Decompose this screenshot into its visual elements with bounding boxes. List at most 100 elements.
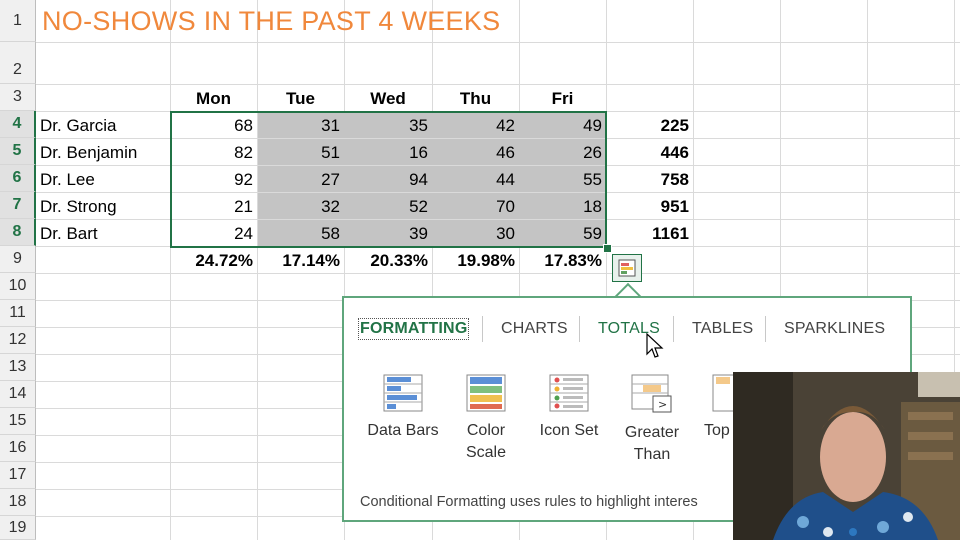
sheet-title[interactable]: NO-SHOWS IN THE PAST 4 WEEKS: [42, 6, 501, 36]
grid-line: [693, 0, 694, 540]
option-label: Top: [704, 422, 730, 439]
doctor-name-cell[interactable]: Dr. Garcia: [40, 115, 117, 135]
value-cell[interactable]: 24: [234, 223, 253, 243]
total-cell[interactable]: 225: [660, 115, 689, 135]
row-header[interactable]: 15: [0, 408, 36, 435]
day-header-cell[interactable]: Mon: [196, 88, 231, 108]
grid-line: [432, 0, 433, 540]
row-header[interactable]: 11: [0, 300, 36, 327]
value-cell[interactable]: 92: [234, 169, 253, 189]
tab-separator: [673, 316, 674, 342]
row-header[interactable]: 2: [0, 42, 36, 84]
total-cell[interactable]: 1161: [652, 223, 689, 243]
svg-text:>: >: [658, 398, 667, 411]
selection-shading: [258, 111, 606, 247]
grid-line: [36, 165, 960, 166]
value-cell[interactable]: 94: [409, 169, 428, 189]
value-cell[interactable]: 46: [496, 142, 515, 162]
value-cell[interactable]: 58: [321, 223, 340, 243]
icon-set-icon: [549, 374, 589, 412]
percentage-cell[interactable]: 17.14%: [282, 250, 340, 270]
row-header[interactable]: 18: [0, 489, 36, 516]
row-header[interactable]: 10: [0, 273, 36, 300]
row-header[interactable]: 1: [0, 0, 36, 42]
day-header-cell[interactable]: Tue: [286, 88, 315, 108]
option-color-scale[interactable]: Color Scale: [441, 374, 531, 464]
row-header[interactable]: 9: [0, 246, 36, 273]
value-cell[interactable]: 26: [583, 142, 602, 162]
option-greater-than[interactable]: > Greater Than: [607, 374, 697, 466]
row-header[interactable]: 4: [0, 111, 36, 138]
row-header[interactable]: 7: [0, 192, 36, 219]
panel-description: Conditional Formatting uses rules to hig…: [360, 494, 698, 510]
value-cell[interactable]: 59: [583, 223, 602, 243]
doctor-name-cell[interactable]: Dr. Benjamin: [40, 142, 138, 162]
value-cell[interactable]: 49: [583, 115, 602, 135]
value-cell[interactable]: 55: [583, 169, 602, 189]
value-cell[interactable]: 27: [321, 169, 340, 189]
value-cell[interactable]: 39: [409, 223, 428, 243]
day-header-cell[interactable]: Fri: [551, 88, 574, 108]
tab-totals[interactable]: TOTALS: [598, 320, 660, 337]
row-header[interactable]: 13: [0, 354, 36, 381]
value-cell[interactable]: 16: [409, 142, 428, 162]
value-cell[interactable]: 42: [496, 115, 515, 135]
value-cell[interactable]: 18: [583, 196, 602, 216]
value-cell[interactable]: 68: [234, 115, 253, 135]
color-scale-icon: [466, 374, 506, 412]
option-label: Data Bars: [367, 422, 439, 439]
percentage-cell[interactable]: 19.98%: [457, 250, 515, 270]
greater-than-icon: >: [631, 374, 672, 413]
tab-separator: [579, 316, 580, 342]
percentage-cell[interactable]: 17.83%: [544, 250, 602, 270]
total-cell[interactable]: 758: [660, 169, 689, 189]
grid-line: [36, 192, 960, 193]
row-header[interactable]: 8: [0, 219, 36, 246]
row-header[interactable]: 14: [0, 381, 36, 408]
row-header[interactable]: 17: [0, 462, 36, 489]
value-cell[interactable]: 21: [234, 196, 253, 216]
value-cell[interactable]: 30: [496, 223, 515, 243]
doctor-name-cell[interactable]: Dr. Strong: [40, 196, 117, 216]
percentage-cell[interactable]: 24.72%: [195, 250, 253, 270]
option-label: Color Scale: [465, 422, 507, 461]
row-header[interactable]: 5: [0, 138, 36, 165]
row-header[interactable]: 3: [0, 84, 36, 111]
doctor-name-cell[interactable]: Dr. Lee: [40, 169, 95, 189]
day-header-cell[interactable]: Wed: [370, 88, 406, 108]
value-cell[interactable]: 35: [409, 115, 428, 135]
option-data-bars[interactable]: Data Bars: [358, 374, 448, 442]
row-header[interactable]: 12: [0, 327, 36, 354]
row-header[interactable]: 16: [0, 435, 36, 462]
tab-formatting[interactable]: FORMATTING: [357, 318, 470, 340]
tab-tables[interactable]: TABLES: [692, 320, 754, 337]
quick-analysis-panel: FORMATTING CHARTS TOTALS TABLES SPARKLIN…: [342, 296, 912, 522]
option-label: Icon Set: [539, 422, 599, 439]
total-cell[interactable]: 951: [660, 196, 689, 216]
option-label: Greater Than: [624, 424, 680, 463]
value-cell[interactable]: 82: [234, 142, 253, 162]
total-cell[interactable]: 446: [660, 142, 689, 162]
grid-line: [36, 273, 960, 274]
value-cell[interactable]: 44: [496, 169, 515, 189]
value-cell[interactable]: 52: [409, 196, 428, 216]
value-cell[interactable]: 32: [321, 196, 340, 216]
quick-analysis-button[interactable]: [612, 254, 642, 282]
value-cell[interactable]: 51: [321, 142, 340, 162]
tab-charts[interactable]: CHARTS: [501, 320, 568, 337]
grid-line: [36, 42, 960, 43]
tab-sparklines[interactable]: SPARKLINES: [784, 320, 886, 337]
grid-line: [36, 138, 960, 139]
grid-line: [780, 0, 781, 540]
data-bars-icon: [383, 374, 423, 412]
row-header[interactable]: 19: [0, 516, 36, 540]
value-cell[interactable]: 70: [496, 196, 515, 216]
fill-handle[interactable]: [603, 244, 612, 253]
value-cell[interactable]: 31: [321, 115, 340, 135]
day-header-cell[interactable]: Thu: [459, 88, 492, 108]
mouse-cursor-icon: [646, 333, 664, 358]
percentage-cell[interactable]: 20.33%: [370, 250, 428, 270]
row-header[interactable]: 6: [0, 165, 36, 192]
option-icon-set[interactable]: Icon Set: [524, 374, 614, 442]
doctor-name-cell[interactable]: Dr. Bart: [40, 223, 98, 243]
